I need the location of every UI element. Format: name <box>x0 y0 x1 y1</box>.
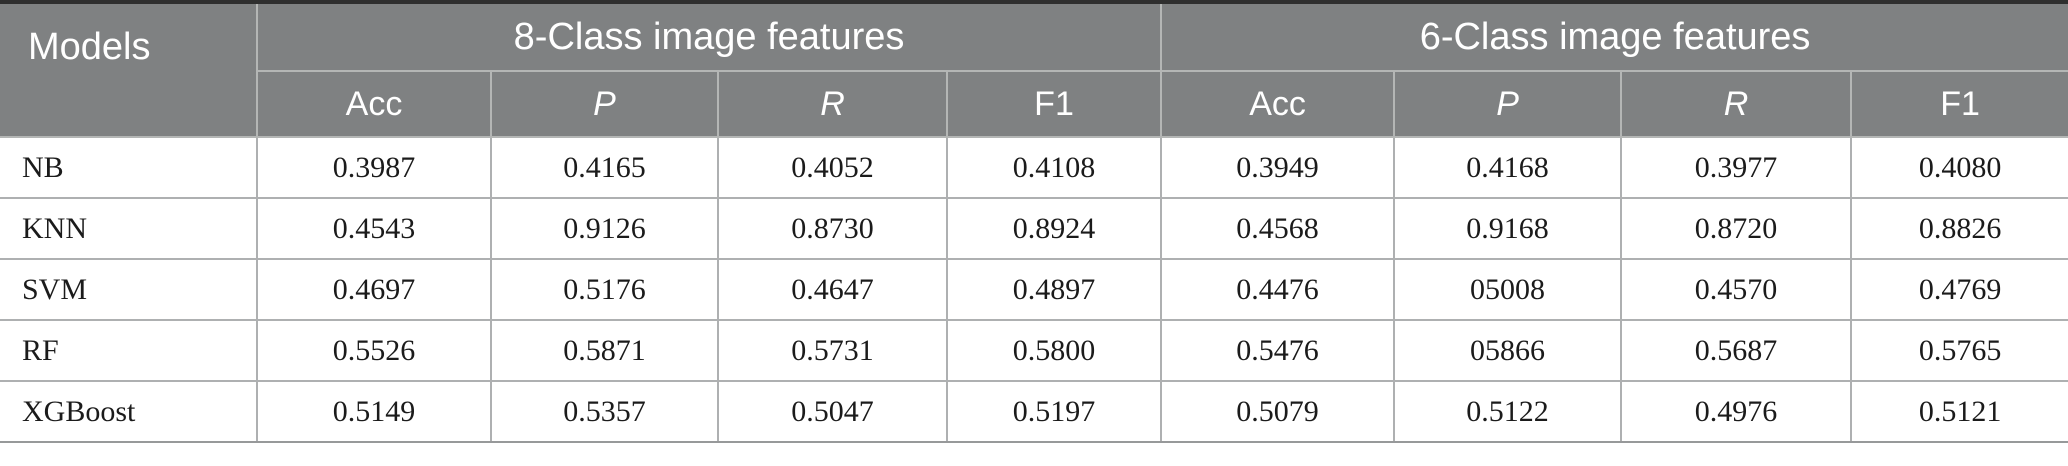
value-cell: 0.4570 <box>1620 258 1853 321</box>
table-row-nb: NB 0.3987 0.4165 0.4052 0.4108 0.3949 0.… <box>0 136 2068 199</box>
header-metric-row: Acc P R F1 Acc P R F1 <box>0 71 2068 138</box>
table-row-rf: RF 0.5526 0.5871 0.5731 0.5800 0.5476 05… <box>0 319 2068 382</box>
value-cell: 0.5687 <box>1620 319 1853 382</box>
model-name-cell: SVM <box>0 258 258 321</box>
value-cell: 0.4108 <box>945 136 1163 199</box>
metric-header-p-8class: P <box>490 71 719 138</box>
value-cell: 0.5871 <box>490 319 719 382</box>
table-body: NB 0.3987 0.4165 0.4052 0.4108 0.3949 0.… <box>0 136 2068 443</box>
value-cell: 0.5122 <box>1393 380 1623 443</box>
value-cell: 0.5079 <box>1160 380 1396 443</box>
value-cell: 0.4052 <box>717 136 948 199</box>
group-header-6class: 6-Class image features <box>1160 2 2068 72</box>
value-cell: 0.4168 <box>1393 136 1623 199</box>
value-cell: 0.4568 <box>1160 197 1396 260</box>
page: Models 8-Class image features 6-Class im… <box>0 0 2068 443</box>
group-header-8class: 8-Class image features <box>255 2 1163 72</box>
model-name-cell: XGBoost <box>0 380 258 443</box>
models-column-header: Models <box>0 2 258 138</box>
value-cell: 0.4543 <box>256 197 492 260</box>
table-row-knn: KNN 0.4543 0.9126 0.8730 0.8924 0.4568 0… <box>0 197 2068 260</box>
value-cell: 0.4647 <box>717 258 948 321</box>
value-cell: 0.4976 <box>1620 380 1853 443</box>
value-cell: 0.8720 <box>1620 197 1853 260</box>
table-row-svm: SVM 0.4697 0.5176 0.4647 0.4897 0.4476 0… <box>0 258 2068 321</box>
value-cell: 0.3987 <box>256 136 492 199</box>
value-cell: 0.3977 <box>1620 136 1853 199</box>
value-cell: 0.4080 <box>1850 136 2068 199</box>
value-cell: 0.5149 <box>256 380 492 443</box>
model-name-cell: RF <box>0 319 258 382</box>
metric-header-p-6class: P <box>1393 71 1623 138</box>
value-cell: 0.5731 <box>717 319 948 382</box>
value-cell: 0.5357 <box>490 380 719 443</box>
value-cell: 0.5047 <box>717 380 948 443</box>
value-cell: 0.5176 <box>490 258 719 321</box>
table-header: Models 8-Class image features 6-Class im… <box>0 2 2068 138</box>
value-cell: 0.9168 <box>1393 197 1623 260</box>
metric-header-f1-8class: F1 <box>945 71 1163 138</box>
metric-header-acc-6class: Acc <box>1160 71 1396 138</box>
metric-header-f1-6class: F1 <box>1850 71 2068 138</box>
value-cell: 0.8826 <box>1850 197 2068 260</box>
results-table: Models 8-Class image features 6-Class im… <box>0 0 2068 443</box>
value-cell: 0.3949 <box>1160 136 1396 199</box>
model-name-cell: KNN <box>0 197 258 260</box>
metric-header-r-6class: R <box>1620 71 1853 138</box>
value-cell: 0.5526 <box>256 319 492 382</box>
value-cell: 05866 <box>1393 319 1623 382</box>
metric-header-acc-8class: Acc <box>256 71 492 138</box>
value-cell: 0.4165 <box>490 136 719 199</box>
value-cell: 0.4697 <box>256 258 492 321</box>
value-cell: 0.5197 <box>945 380 1163 443</box>
value-cell: 0.4897 <box>945 258 1163 321</box>
header-group-row: Models 8-Class image features 6-Class im… <box>0 2 2068 138</box>
value-cell: 0.4769 <box>1850 258 2068 321</box>
value-cell: 0.8924 <box>945 197 1163 260</box>
value-cell: 05008 <box>1393 258 1623 321</box>
metric-header-r-8class: R <box>717 71 948 138</box>
value-cell: 0.5800 <box>945 319 1163 382</box>
table-row-xgboost: XGBoost 0.5149 0.5357 0.5047 0.5197 0.50… <box>0 380 2068 443</box>
value-cell: 0.5121 <box>1850 380 2068 443</box>
value-cell: 0.5765 <box>1850 319 2068 382</box>
model-name-cell: NB <box>0 136 258 199</box>
value-cell: 0.9126 <box>490 197 719 260</box>
value-cell: 0.8730 <box>717 197 948 260</box>
value-cell: 0.4476 <box>1160 258 1396 321</box>
value-cell: 0.5476 <box>1160 319 1396 382</box>
